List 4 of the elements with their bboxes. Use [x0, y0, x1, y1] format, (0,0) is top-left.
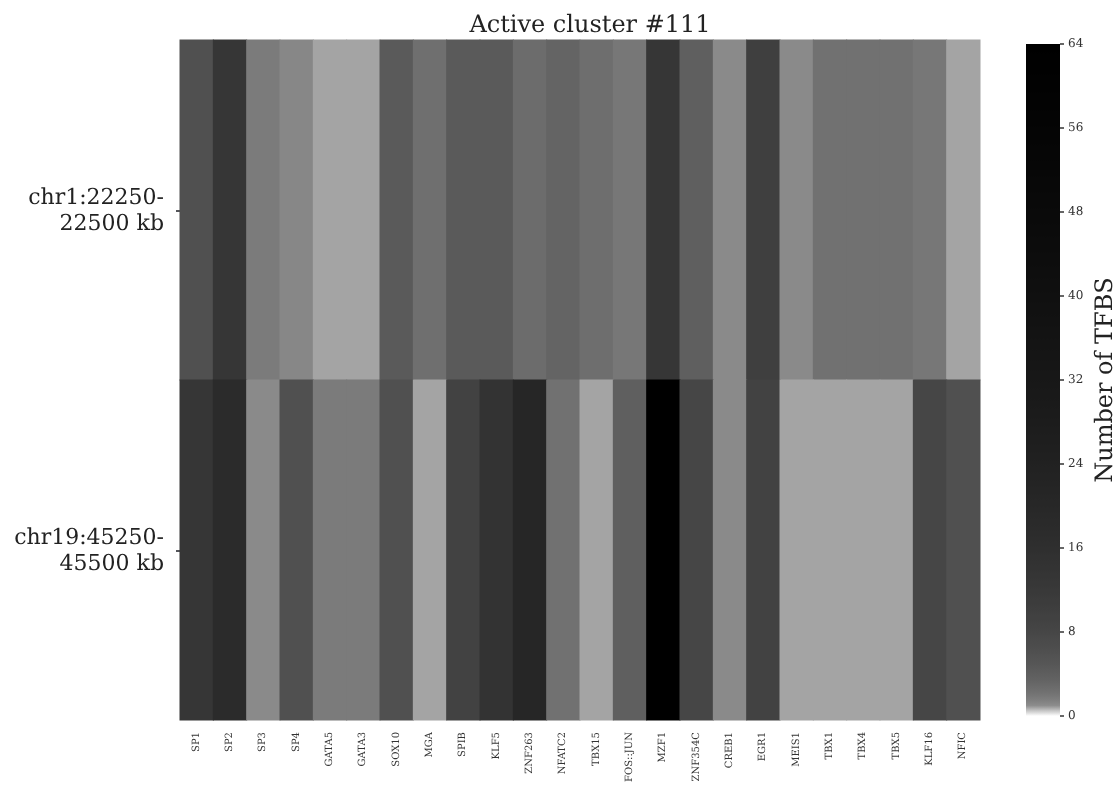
y-tick-label: chr19:45250-45500 kb: [14, 524, 165, 576]
y-tick-label: chr1:22250-22500 kb: [28, 184, 165, 236]
chart-title: Active cluster #111: [467, 10, 711, 38]
color-bar-title: Number of TFBS: [1090, 277, 1116, 483]
